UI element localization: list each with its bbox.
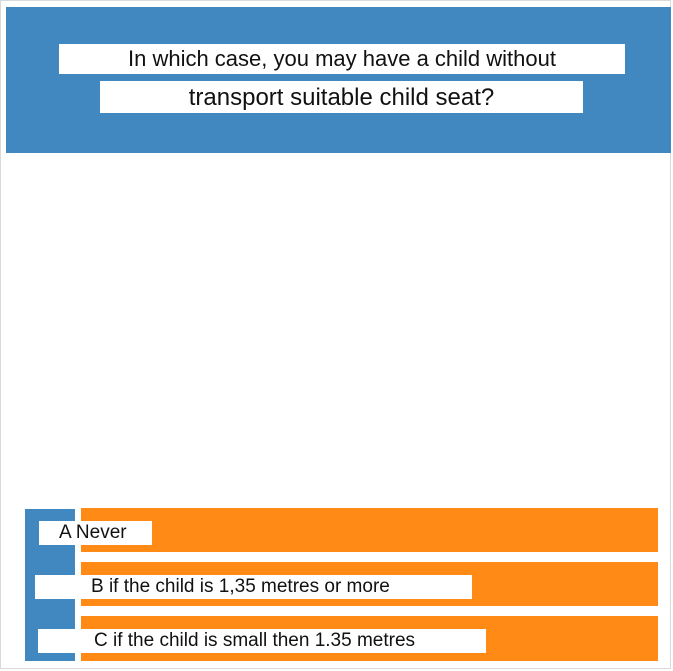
answer-option-a[interactable] — [81, 508, 658, 552]
question-text-line-1: In which case, you may have a child with… — [59, 44, 625, 74]
question-text-line-2: transport suitable child seat? — [100, 81, 583, 113]
answer-label-a[interactable]: A Never — [39, 521, 152, 545]
answer-label-c[interactable]: C if the child is small then 1.35 metres — [38, 629, 486, 653]
answer-label-b[interactable]: B if the child is 1,35 metres or more — [35, 575, 472, 599]
question-header — [6, 7, 671, 153]
